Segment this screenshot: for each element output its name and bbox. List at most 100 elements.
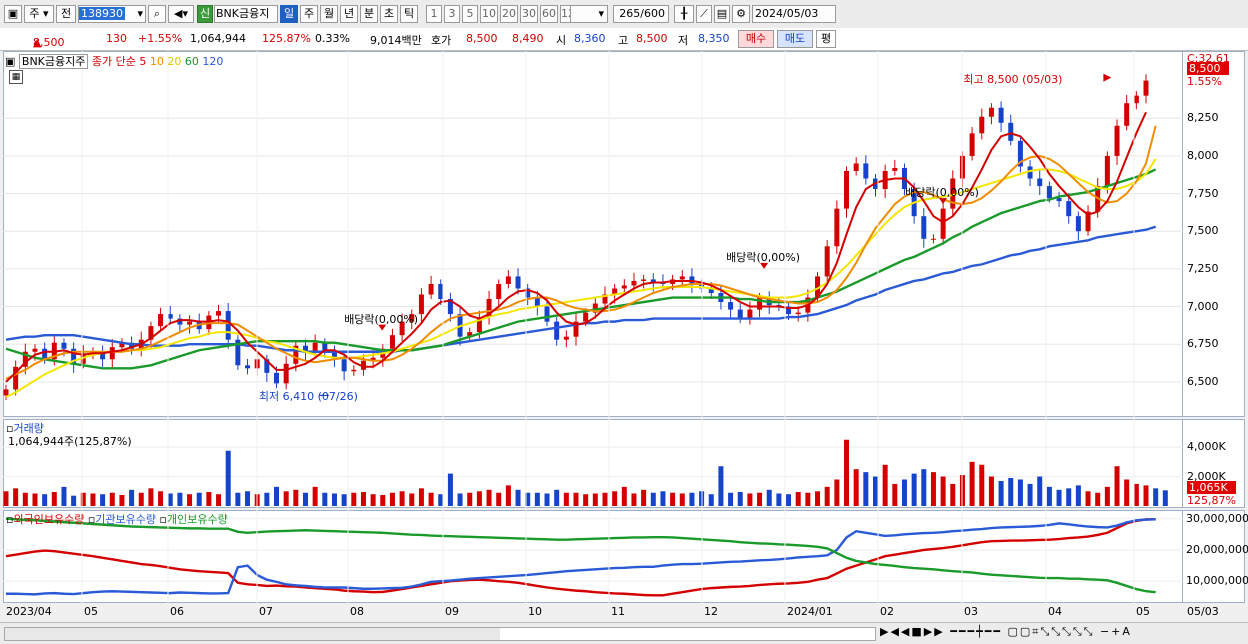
sound-icon[interactable]: ◀▾	[168, 5, 194, 23]
high-marker-icon	[1103, 73, 1112, 82]
tf-button[interactable]: 일	[280, 5, 298, 23]
volume-bar	[71, 495, 77, 506]
gear-icon[interactable]: ⚙	[732, 5, 750, 23]
legend-kind: 종가 단순	[91, 55, 136, 68]
volume-bar	[119, 494, 125, 506]
rewind-icon[interactable]: ◀◀	[890, 625, 912, 638]
buy-button[interactable]: 매수	[738, 30, 774, 48]
tick-button[interactable]: 20	[500, 5, 518, 23]
price-pct: 1.55%	[1187, 75, 1222, 88]
x-tick-label: 12	[704, 605, 718, 618]
volume-bar	[602, 492, 608, 506]
candle-body	[42, 348, 48, 360]
volume-bar	[901, 479, 907, 506]
volume-bar	[766, 489, 772, 506]
holdings-indiv-line	[5, 517, 1156, 594]
annotation-label: 최고 8,500 (05/03)	[963, 72, 1063, 86]
stock-code-input[interactable]: 138930 ▾	[78, 5, 146, 23]
scroll-track[interactable]	[4, 627, 876, 641]
interval-select[interactable]: ▾	[570, 5, 608, 23]
scroll-thumb[interactable]	[5, 628, 500, 640]
candle-body	[13, 366, 19, 390]
sell-button[interactable]: 매도	[777, 30, 813, 48]
candle-body	[177, 318, 183, 325]
tick-button[interactable]: 1	[426, 5, 442, 23]
price-legend: ▣ BNK금융지주 종가 단순 5 10 20 60 120	[5, 53, 223, 69]
candle-body	[1085, 211, 1091, 232]
volume-bar	[129, 489, 135, 506]
tick-button[interactable]: 60	[540, 5, 558, 23]
tf-button[interactable]: 초	[380, 5, 398, 23]
zoom-in-icon[interactable]: +	[1111, 625, 1123, 638]
volume-bar	[689, 492, 695, 506]
candle-body	[930, 238, 936, 240]
all-button[interactable]: 전	[56, 5, 76, 23]
tick-button[interactable]: 3	[444, 5, 460, 23]
volume-bar	[13, 488, 19, 506]
zoom-slider[interactable]: ━━━┿━━	[950, 625, 1002, 638]
volume-bar	[380, 494, 386, 506]
price-axis	[1183, 51, 1245, 417]
volume-bar	[573, 492, 579, 506]
save-icon[interactable]: ▤	[714, 5, 730, 23]
chart-menu-icon[interactable]: ▣	[4, 5, 22, 23]
count-field[interactable]: 265/600	[613, 5, 669, 23]
candle-body	[331, 351, 337, 360]
candle-body	[167, 314, 173, 319]
volume-pct: 125,87%	[1187, 494, 1236, 507]
tick-button[interactable]: 30	[520, 5, 538, 23]
candle-body	[728, 302, 734, 310]
x-tick-label: 05	[1136, 605, 1150, 618]
tf-button[interactable]: 틱	[400, 5, 418, 23]
legend-ma120: 120	[202, 55, 224, 68]
candle-body	[109, 347, 115, 360]
tf-button[interactable]: 주	[300, 5, 318, 23]
volume-bar	[583, 494, 589, 506]
candle-body	[940, 208, 946, 239]
trade-amount: 9,014백만	[370, 34, 422, 47]
holdings-inst-line	[6, 518, 1156, 596]
tick-button[interactable]: 10	[480, 5, 498, 23]
legend-stock-name[interactable]: BNK금융지주	[18, 54, 89, 69]
play-icon[interactable]: ▶	[880, 625, 891, 638]
tf-button[interactable]: 년	[340, 5, 358, 23]
tf-button[interactable]: 월	[320, 5, 338, 23]
candle-body	[1056, 198, 1062, 202]
volume-bar	[1017, 479, 1023, 506]
high-label: 고	[618, 34, 629, 47]
grid-icon[interactable]: ▦	[9, 70, 23, 84]
x-tick-label: 08	[350, 605, 364, 618]
volume-bar	[158, 491, 164, 506]
zoom-out-icon[interactable]: −	[1099, 625, 1112, 638]
ask-price: 8,500	[466, 32, 498, 45]
tool-icons[interactable]: ▢▢⌗⤡⤡⤡⤡⤡	[1007, 625, 1095, 638]
price-panel[interactable]	[3, 51, 1183, 417]
stop-icon[interactable]: ■	[911, 625, 924, 638]
tf-button[interactable]: 분	[360, 5, 378, 23]
date-field[interactable]: 2024/05/03	[752, 5, 836, 23]
forward-icon[interactable]: ▶▶	[923, 625, 945, 638]
draw-tool-icon[interactable]: ⟋	[696, 5, 712, 23]
candle-body	[467, 332, 473, 337]
volume-bar	[32, 493, 38, 506]
tick-button[interactable]: 5	[462, 5, 478, 23]
market-select[interactable]: 주 ▾	[24, 5, 54, 23]
avg-button[interactable]: 평	[816, 30, 836, 48]
volume-bar	[341, 494, 347, 506]
volume-bar	[515, 489, 521, 506]
legend-separator: ▫	[87, 513, 96, 526]
candle-type-icon[interactable]: ╂	[674, 5, 694, 23]
font-size-icon[interactable]: A	[1122, 625, 1132, 638]
chevron-down-icon[interactable]: ▾	[137, 7, 143, 20]
chevron-down-icon: ▾	[598, 7, 604, 20]
price-tick-label: 7,250	[1187, 261, 1219, 275]
volume-bar	[805, 492, 811, 506]
volume-bar	[167, 493, 173, 506]
price-tick-label: 7,000	[1187, 299, 1219, 313]
volume-bar	[728, 492, 734, 506]
volume-bar	[196, 492, 202, 506]
search-icon[interactable]: ⌕	[148, 5, 166, 23]
volume-bar	[1114, 466, 1120, 506]
holdings-panel[interactable]	[3, 510, 1183, 603]
legend-foreign: 외국인보유수량	[13, 513, 85, 526]
